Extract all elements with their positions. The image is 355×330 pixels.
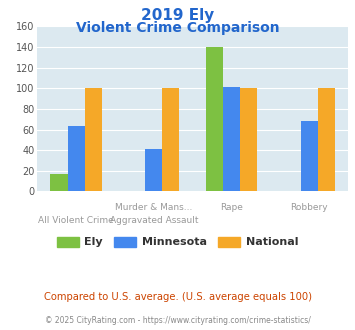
Bar — [50, 174, 67, 191]
Text: Robbery: Robbery — [290, 203, 328, 212]
Text: All Violent Crime: All Violent Crime — [38, 216, 114, 225]
Bar — [206, 47, 223, 191]
Bar — [301, 121, 318, 191]
Bar — [318, 88, 335, 191]
Text: © 2025 CityRating.com - https://www.cityrating.com/crime-statistics/: © 2025 CityRating.com - https://www.city… — [45, 316, 310, 325]
Bar — [145, 149, 162, 191]
Bar — [84, 88, 102, 191]
Text: Rape: Rape — [220, 203, 243, 212]
Text: Aggravated Assault: Aggravated Assault — [109, 216, 198, 225]
Text: Violent Crime Comparison: Violent Crime Comparison — [76, 21, 279, 35]
Text: Compared to U.S. average. (U.S. average equals 100): Compared to U.S. average. (U.S. average … — [44, 292, 311, 302]
Bar — [223, 87, 240, 191]
Legend: Ely, Minnesota, National: Ely, Minnesota, National — [52, 232, 303, 252]
Bar — [240, 88, 257, 191]
Text: Murder & Mans...: Murder & Mans... — [115, 203, 192, 212]
Text: 2019 Ely: 2019 Ely — [141, 8, 214, 23]
Bar — [162, 88, 179, 191]
Bar — [67, 126, 84, 191]
